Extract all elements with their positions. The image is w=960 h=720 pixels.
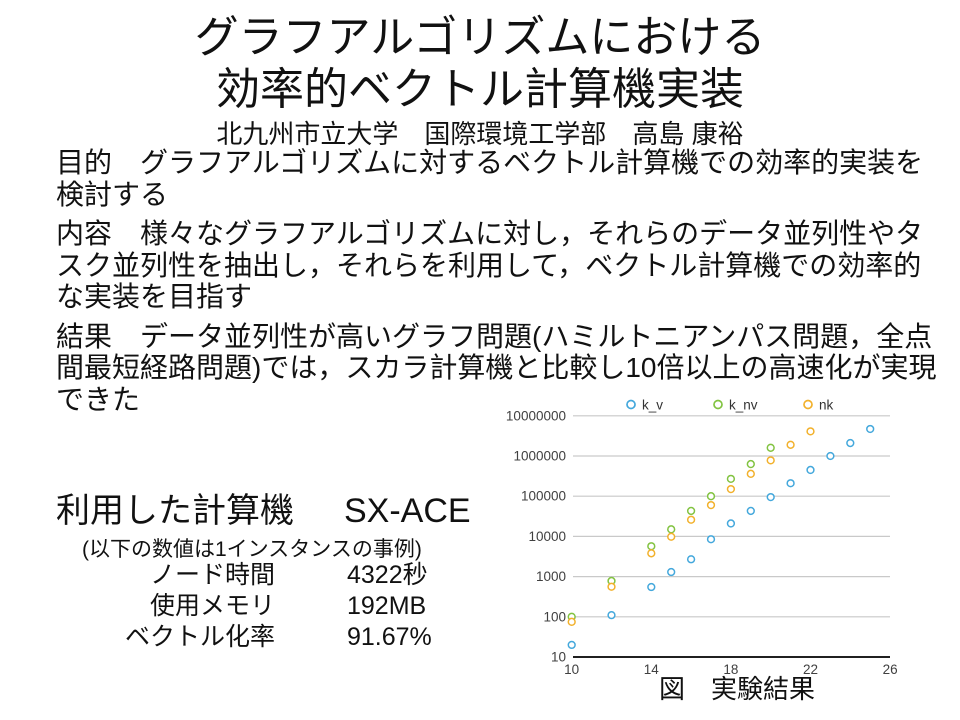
y-tick-label: 100000 (521, 489, 566, 504)
body-text: 目的 グラフアルゴリズムに対するベクトル計算機での効率的実装を 検討する 内容 … (56, 147, 936, 423)
data-point-k_v (866, 424, 875, 434)
text-line: スク並列性を抽出し，それらを利用して，ベクトル計算機での効率的 (56, 249, 922, 281)
y-tick-label: 10000000 (506, 408, 566, 423)
title-line-1: グラフアルゴリズムにおける (194, 13, 766, 62)
data-point-k_v (726, 519, 736, 528)
text-line: 目的 グラフアルゴリズムに対するベクトル計算機での効率的実装を (56, 147, 924, 178)
text-line: 内容 様々なグラフアルゴリズムに対し，それらのデータ並列性やタ (56, 218, 924, 249)
data-point-k_nv (706, 492, 716, 501)
y-tick-label: 1000000 (513, 449, 566, 464)
paragraph-result: 結果 データ並列性が高いグラフ問題(ハミルトニアンパス問題，全点 間最短経路問題… (56, 321, 936, 416)
x-tick-label: 26 (883, 662, 898, 677)
legend-label-k_nv: k_nv (729, 398, 758, 413)
text-line: な実装を目指す (56, 281, 253, 312)
y-tick-label: 10 (551, 650, 566, 665)
stat-value: 4322秒 (347, 561, 428, 589)
text-line: 間最短経路問題)では，スカラ計算機と比較し10倍以上の高速化が実現 (56, 352, 937, 383)
machine-note: (以下の数値は1インスタンスの事例) (82, 538, 422, 561)
data-point-nk (786, 440, 795, 449)
stat-label: ノード時間 (149, 561, 275, 589)
y-tick-label: 100 (543, 609, 566, 624)
data-point-k_v (647, 582, 656, 592)
data-point-k_v (686, 555, 696, 564)
stat-label: 使用メモリ (149, 592, 275, 620)
machine-label: 利用した計算機 (56, 492, 294, 530)
data-point-k_v (567, 640, 576, 650)
data-point-k_v (667, 567, 676, 577)
data-point-k_v (706, 535, 716, 544)
x-tick-label: 14 (644, 662, 660, 677)
figure-caption: 図 実験結果 (658, 674, 815, 704)
y-tick-label: 10000 (528, 529, 566, 544)
y-tick-label: 1000 (536, 569, 566, 584)
data-point-k_v (786, 479, 795, 488)
data-point-k_nv (667, 525, 676, 534)
data-point-k_v (607, 610, 616, 620)
paragraph-purpose: 目的 グラフアルゴリズムに対するベクトル計算機での効率的実装を 検討する (56, 147, 936, 210)
x-tick-label: 22 (803, 662, 818, 677)
text-line: 検討する (56, 178, 169, 210)
data-point-nk (647, 549, 656, 558)
data-point-nk (726, 484, 736, 494)
stat-label: ベクトル化率 (124, 623, 275, 651)
data-point-nk (567, 617, 576, 626)
data-point-nk (607, 582, 616, 591)
slide-subtitle: 北九州市立大学 国際環境工学部 高島 康裕 (216, 119, 744, 149)
data-point-nk (766, 456, 775, 465)
data-point-nk (746, 469, 755, 478)
scatter-plot: 10 100 1000 10000 100000 1000000 10000000 10 14 1… (506, 398, 898, 678)
machine-stats-table: ノード時間 4322秒 使用メモリ 192MB ベクトル化率 91.67% (56, 560, 432, 653)
data-point-k_v (826, 451, 835, 461)
legend-label-k_v: k_v (642, 398, 663, 413)
text-line: 結果 データ並列性が高いグラフ問題(ハミルトニアンパス問題，全点 (56, 320, 933, 352)
data-point-k_nv (726, 474, 736, 484)
stat-value: 192MB (347, 592, 427, 620)
data-point-k_nv (686, 506, 696, 516)
data-point-nk (706, 500, 716, 510)
stat-value: 91.67% (347, 623, 432, 651)
text-line: できた (56, 383, 141, 415)
data-point-nk (806, 427, 815, 436)
legend-marker-k_v (626, 399, 636, 410)
data-point-k_v (846, 438, 855, 448)
machine-heading: 利用した計算機 SX-ACE (56, 491, 471, 531)
machine-name: SX-ACE (344, 492, 471, 530)
data-point-k_v (766, 492, 775, 502)
legend-marker-k_nv (713, 399, 723, 410)
legend-marker-nk (803, 399, 813, 410)
experiment-results-chart: 10 100 1000 10000 100000 1000000 10000000 10 14 1… (490, 390, 955, 680)
data-point-k_nv (647, 542, 656, 551)
x-tick-label: 10 (564, 662, 579, 677)
data-point-nk (667, 532, 676, 541)
slide-title: グラフアルゴリズムにおける 効率的ベクトル計算機実装 (0, 12, 960, 116)
title-line-2: 効率的ベクトル計算機実装 (216, 65, 744, 114)
data-point-k_v (806, 465, 815, 475)
data-point-k_nv (746, 459, 755, 469)
paragraph-content: 内容 様々なグラフアルゴリズムに対し，それらのデータ並列性やタ スク並列性を抽出… (56, 218, 936, 313)
legend-label-nk: nk (819, 398, 834, 413)
data-point-k_v (746, 506, 755, 516)
x-tick-label: 18 (723, 662, 738, 677)
data-point-k_nv (766, 443, 775, 452)
data-point-nk (686, 515, 696, 524)
